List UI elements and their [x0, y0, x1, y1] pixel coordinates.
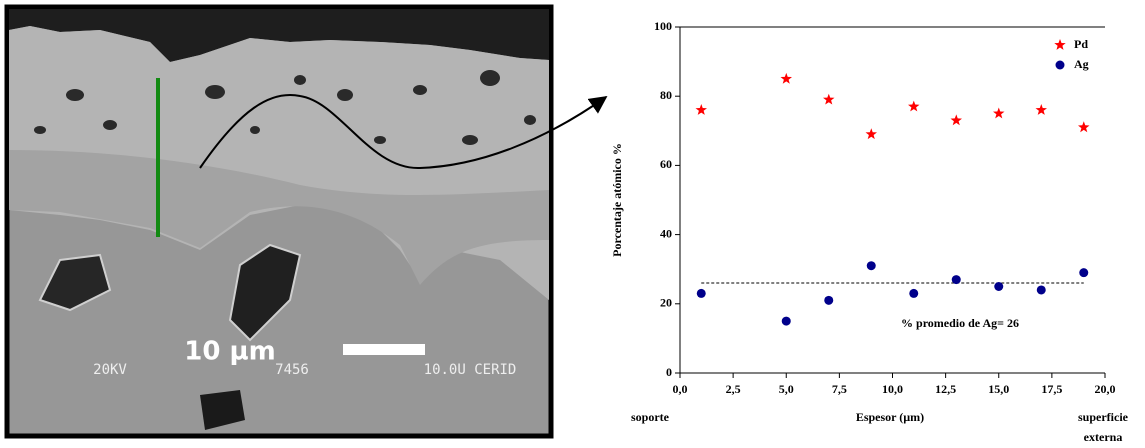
- circle-marker: [909, 288, 919, 298]
- circle-marker: [951, 275, 961, 285]
- circle-marker: [994, 282, 1004, 291]
- circle-marker: [1055, 60, 1065, 70]
- arrow: [199, 94, 608, 170]
- star-marker: [1078, 121, 1090, 133]
- x-tick-label: 17,5: [1041, 382, 1062, 396]
- sem-footer: 20KV: [93, 362, 127, 378]
- x-tick-label: 20,0: [1095, 382, 1116, 396]
- star-marker: [865, 128, 877, 140]
- scale-label: 10 µm: [184, 337, 275, 367]
- x-tick-label: 5,0: [779, 382, 794, 396]
- sem-footer: 7456: [275, 362, 309, 378]
- annotation: % promedio de Ag= 26: [901, 316, 1019, 330]
- circle-marker: [696, 288, 706, 298]
- x-tick-label: 15,0: [988, 382, 1009, 396]
- circle-marker: [824, 295, 834, 305]
- circle-marker: [1036, 285, 1046, 295]
- y-tick-label: 20: [660, 296, 672, 310]
- y-axis-label: Porcentaje atómico %: [610, 143, 624, 257]
- legend-label: Ag: [1074, 57, 1089, 71]
- sem-footer: 10.0U CERID: [424, 362, 517, 378]
- star-marker: [823, 93, 835, 105]
- star-marker: [908, 100, 920, 112]
- star-marker: [950, 114, 962, 126]
- x-end-label: soporte: [631, 410, 670, 424]
- star-marker: [780, 72, 792, 84]
- x-tick-label: 12,5: [935, 382, 956, 396]
- circle-marker: [866, 261, 876, 271]
- star-marker: [993, 107, 1005, 119]
- circle-marker: [1079, 268, 1089, 278]
- y-tick-label: 80: [660, 88, 672, 102]
- x-tick-label: 7,5: [832, 382, 847, 396]
- x-tick-label: 2,5: [726, 382, 741, 396]
- y-tick-label: 0: [666, 365, 672, 379]
- star-marker: [1054, 39, 1066, 50]
- legend-label: Pd: [1074, 37, 1088, 51]
- star-marker: [1035, 104, 1047, 115]
- x-tick-label: 10,0: [882, 382, 903, 396]
- x-axis-label: Espesor (µm): [856, 410, 924, 424]
- x-tick-label: 0,0: [673, 382, 688, 396]
- y-tick-label: 100: [654, 19, 672, 33]
- chart: 0 20 40 60 80 100 0,0 2,5 5,0 7,5 10,0 12,5 15,0 17,5…: [610, 19, 1129, 444]
- x-end-label: superficie externa: [1078, 410, 1129, 444]
- y-tick-label: 60: [660, 157, 672, 171]
- y-tick-label: 40: [660, 226, 672, 240]
- star-marker: [695, 104, 707, 115]
- circle-marker: [781, 316, 791, 326]
- sem-image: 10 µm 20KV 7456 10.0U CERID: [4, 4, 554, 439]
